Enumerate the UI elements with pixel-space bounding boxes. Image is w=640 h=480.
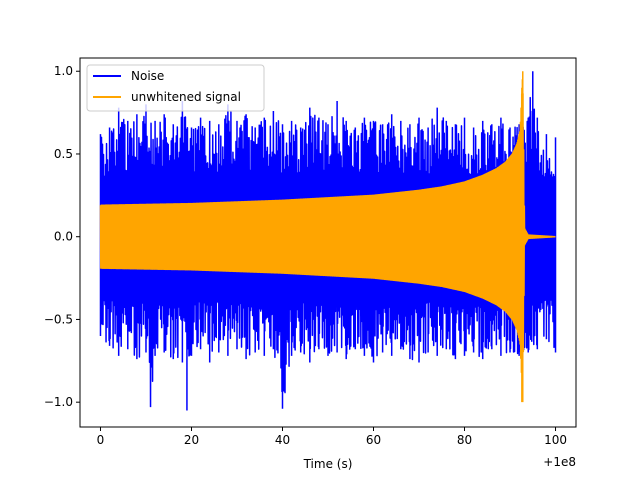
- x-tick-label: 60: [366, 433, 381, 447]
- axes-frame: [79, 57, 577, 428]
- y-tick-label: 0.5: [54, 147, 73, 161]
- y-tick-label: −0.5: [44, 312, 73, 326]
- ticks-layer: 0 20 40 60 80 100 −1.0 −0.5 0.0 0.5 1.0: [44, 64, 567, 447]
- series-unwhitened-signal-line: [99, 71, 556, 403]
- x-tick-label: 20: [184, 433, 199, 447]
- x-tick-label: 100: [544, 433, 567, 447]
- y-tick-label: 1.0: [54, 64, 73, 78]
- legend-box: [86, 64, 265, 112]
- y-tick-label: −1.0: [44, 395, 73, 409]
- legend-label-noise: Noise: [131, 69, 164, 83]
- x-tick-label: 80: [457, 433, 472, 447]
- legend-label-unwhitened-signal: unwhitened signal: [131, 90, 241, 104]
- series-layer: [99, 71, 557, 411]
- x-axis-label: Time (s): [303, 457, 353, 471]
- x-tick-label: 40: [275, 433, 290, 447]
- legend: Noise unwhitened signal: [86, 64, 265, 112]
- y-tick-label: 0.0: [54, 230, 73, 244]
- x-axis-offset-label: +1e8: [543, 455, 576, 469]
- x-tick-label: 0: [97, 433, 105, 447]
